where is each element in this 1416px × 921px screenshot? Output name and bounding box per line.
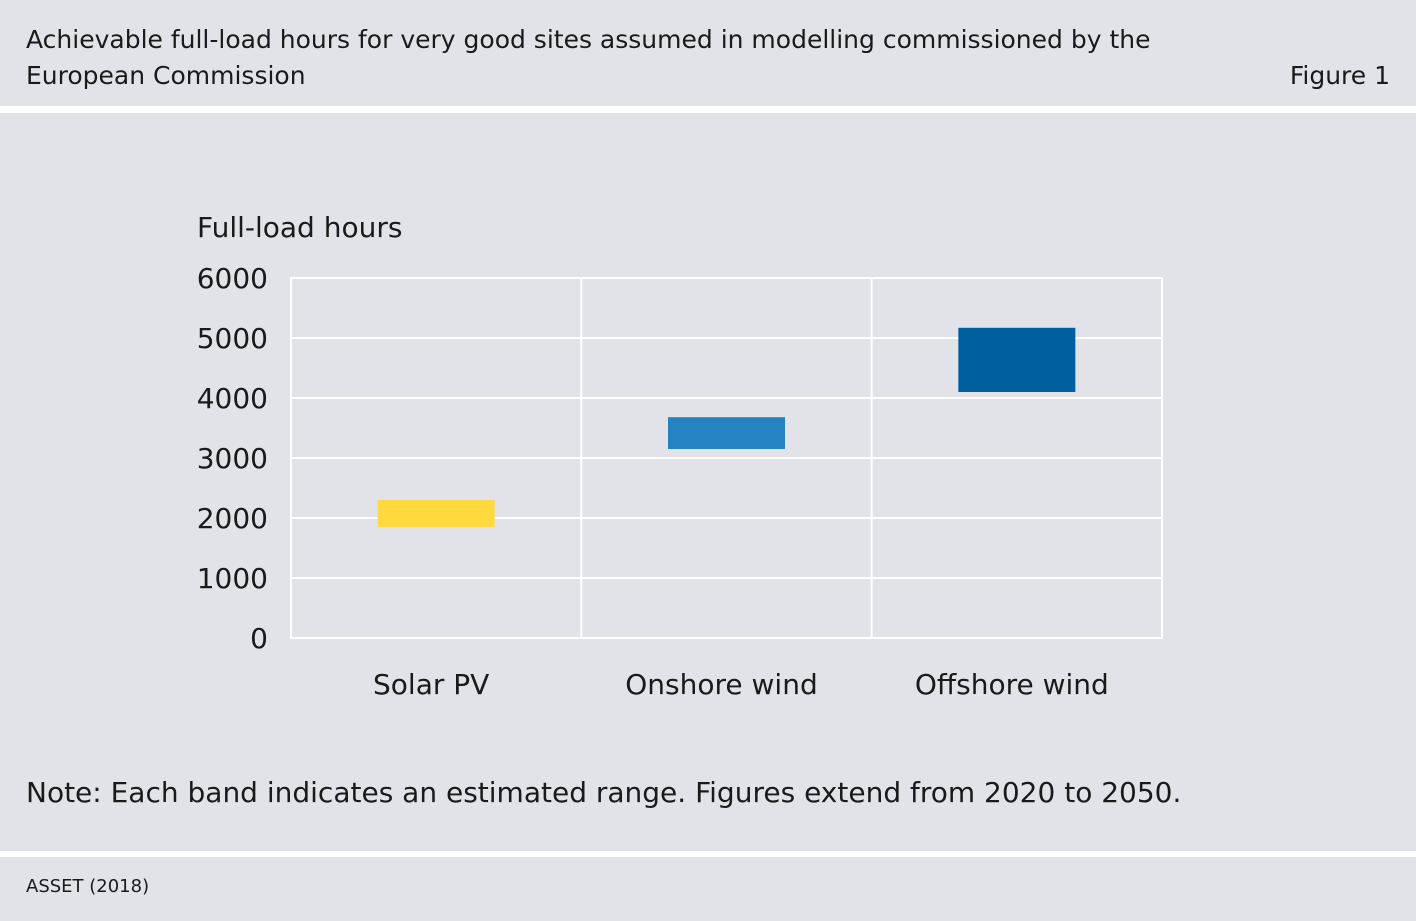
y-tick-label: 0	[250, 622, 268, 655]
range-band-solar-pv	[377, 500, 495, 527]
grid-lines	[291, 277, 1162, 639]
range-bands	[377, 327, 1076, 527]
y-axis-label: Full-load hours	[197, 211, 402, 244]
y-tick-label: 4000	[197, 382, 268, 415]
y-tick-label: 6000	[197, 262, 268, 295]
y-axis-ticks: 0 1000 2000 3000 4000 5000 6000	[197, 262, 268, 655]
y-tick-label: 5000	[197, 322, 268, 355]
y-tick-label: 3000	[197, 442, 268, 475]
range-chart: Full-load hours 0 1000 2000 3000 4000 5000 600…	[197, 211, 1163, 701]
figure-number: Figure 1	[1289, 61, 1390, 90]
chart-note: Note: Each band indicates an estimated r…	[26, 776, 1182, 809]
range-band-onshore-wind	[668, 417, 785, 449]
x-axis-ticks: Solar PV Onshore wind Offshore wind	[373, 668, 1109, 701]
figure-title: Achievable full-load hours for very good…	[26, 25, 1151, 90]
figure-footer: ASSET (2018)	[0, 857, 1416, 921]
y-tick-label: 2000	[197, 502, 268, 535]
range-band-offshore-wind	[958, 327, 1076, 392]
figure-header: Achievable full-load hours for very good…	[0, 0, 1416, 106]
y-tick-label: 1000	[197, 562, 268, 595]
source-citation: ASSET (2018)	[26, 876, 150, 897]
x-tick-label: Offshore wind	[915, 668, 1109, 701]
x-tick-label: Solar PV	[373, 668, 489, 701]
x-tick-label: Onshore wind	[625, 668, 817, 701]
chart-panel: Full-load hours 0 1000 2000 3000 4000 5000 600…	[0, 113, 1416, 851]
